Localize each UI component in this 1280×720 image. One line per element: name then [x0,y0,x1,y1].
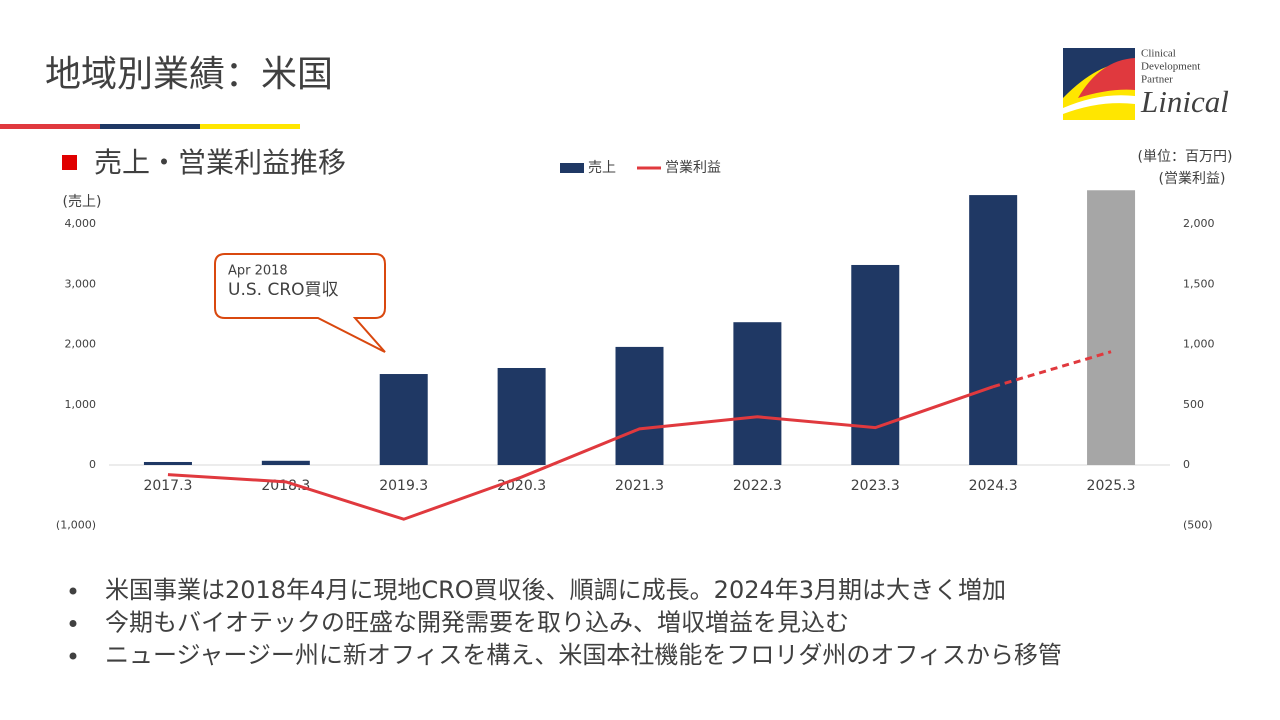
legend-label: 営業利益 [665,160,721,176]
legend-label: 売上 [588,160,616,176]
bar [969,195,1018,465]
logo-text: Partner [1141,74,1173,86]
bullet-list: 米国事業は2018年4月に現地CRO買収後、順調に成長。2024年3月期は大きく… [69,576,1062,669]
y2-tick-label: 1,000 [1183,338,1215,351]
x-tick-label: 2020.3 [497,478,546,494]
logo-text: Development [1141,61,1200,73]
annotation-text: U.S. CRO買収 [228,280,339,300]
line-forecast [992,350,1112,389]
slide-title: 地域別業績：米国 [45,54,333,95]
subtitle: 売上・営業利益推移 [94,146,346,179]
y2-tick-label: (500) [1183,518,1213,531]
y2-axis-label: (営業利益) [1159,171,1226,187]
x-tick-label: 2024.3 [969,478,1018,494]
x-tick-label: 2025.3 [1087,478,1136,494]
bullet-text: ニュージャージー州に新オフィスを構え、米国本社機能をフロリダ州のオフィスから移管 [105,641,1062,669]
line [167,385,994,521]
bullet-dot [69,587,77,595]
annotation-date: Apr 2018 [228,264,288,279]
logo-name: Linical [1140,84,1229,119]
bullet-text: 今期もバイオテックの旺盛な開発需要を取り込み、増収増益を見込む [105,609,849,637]
logo-mark [1063,95,1135,114]
bar [1087,190,1136,465]
accent-bar [200,124,300,129]
logo-mark [1078,58,1135,98]
y2-tick-label: 1,500 [1183,277,1215,290]
y2-tick-label: 2,000 [1183,217,1215,230]
y-axis-label: (売上) [63,194,102,210]
y-tick-label: 4,000 [65,217,97,230]
x-tick-label: 2017.3 [143,478,192,494]
bar [851,264,900,465]
y-tick-label: 0 [89,458,96,471]
y2-tick-label: 0 [1183,458,1190,471]
bar [733,322,782,465]
y-tick-label: 1,000 [65,398,97,411]
bullet-square [62,155,77,170]
logo-text: Clinical [1141,48,1176,60]
x-tick-label: 2019.3 [379,478,428,494]
accent-bar [0,124,100,129]
y-tick-label: 3,000 [65,277,97,290]
bar [497,367,546,465]
bar [143,461,192,465]
bar [615,346,664,465]
bar [261,460,310,465]
callout: Apr 2018 U.S. CRO買収 [214,253,386,353]
bullet-text: 米国事業は2018年4月に現地CRO買収後、順調に成長。2024年3月期は大きく… [105,576,1006,604]
bullet-dot [69,652,77,660]
x-tick-label: 2023.3 [851,478,900,494]
logo: Clinical Development Partner Linical [1063,48,1229,120]
legend-swatch [560,163,584,173]
bullet-dot [69,620,77,627]
y-tick-label: 2,000 [65,338,97,351]
x-tick-label: 2022.3 [733,478,782,494]
y-tick-label: (1,000) [56,518,96,531]
unit-label: (単位：百万円) [1138,149,1233,165]
accent-bar [100,124,200,129]
bar [379,374,428,465]
x-tick-label: 2021.3 [615,478,664,494]
y2-tick-label: 500 [1183,398,1204,411]
callout-box [214,253,386,353]
